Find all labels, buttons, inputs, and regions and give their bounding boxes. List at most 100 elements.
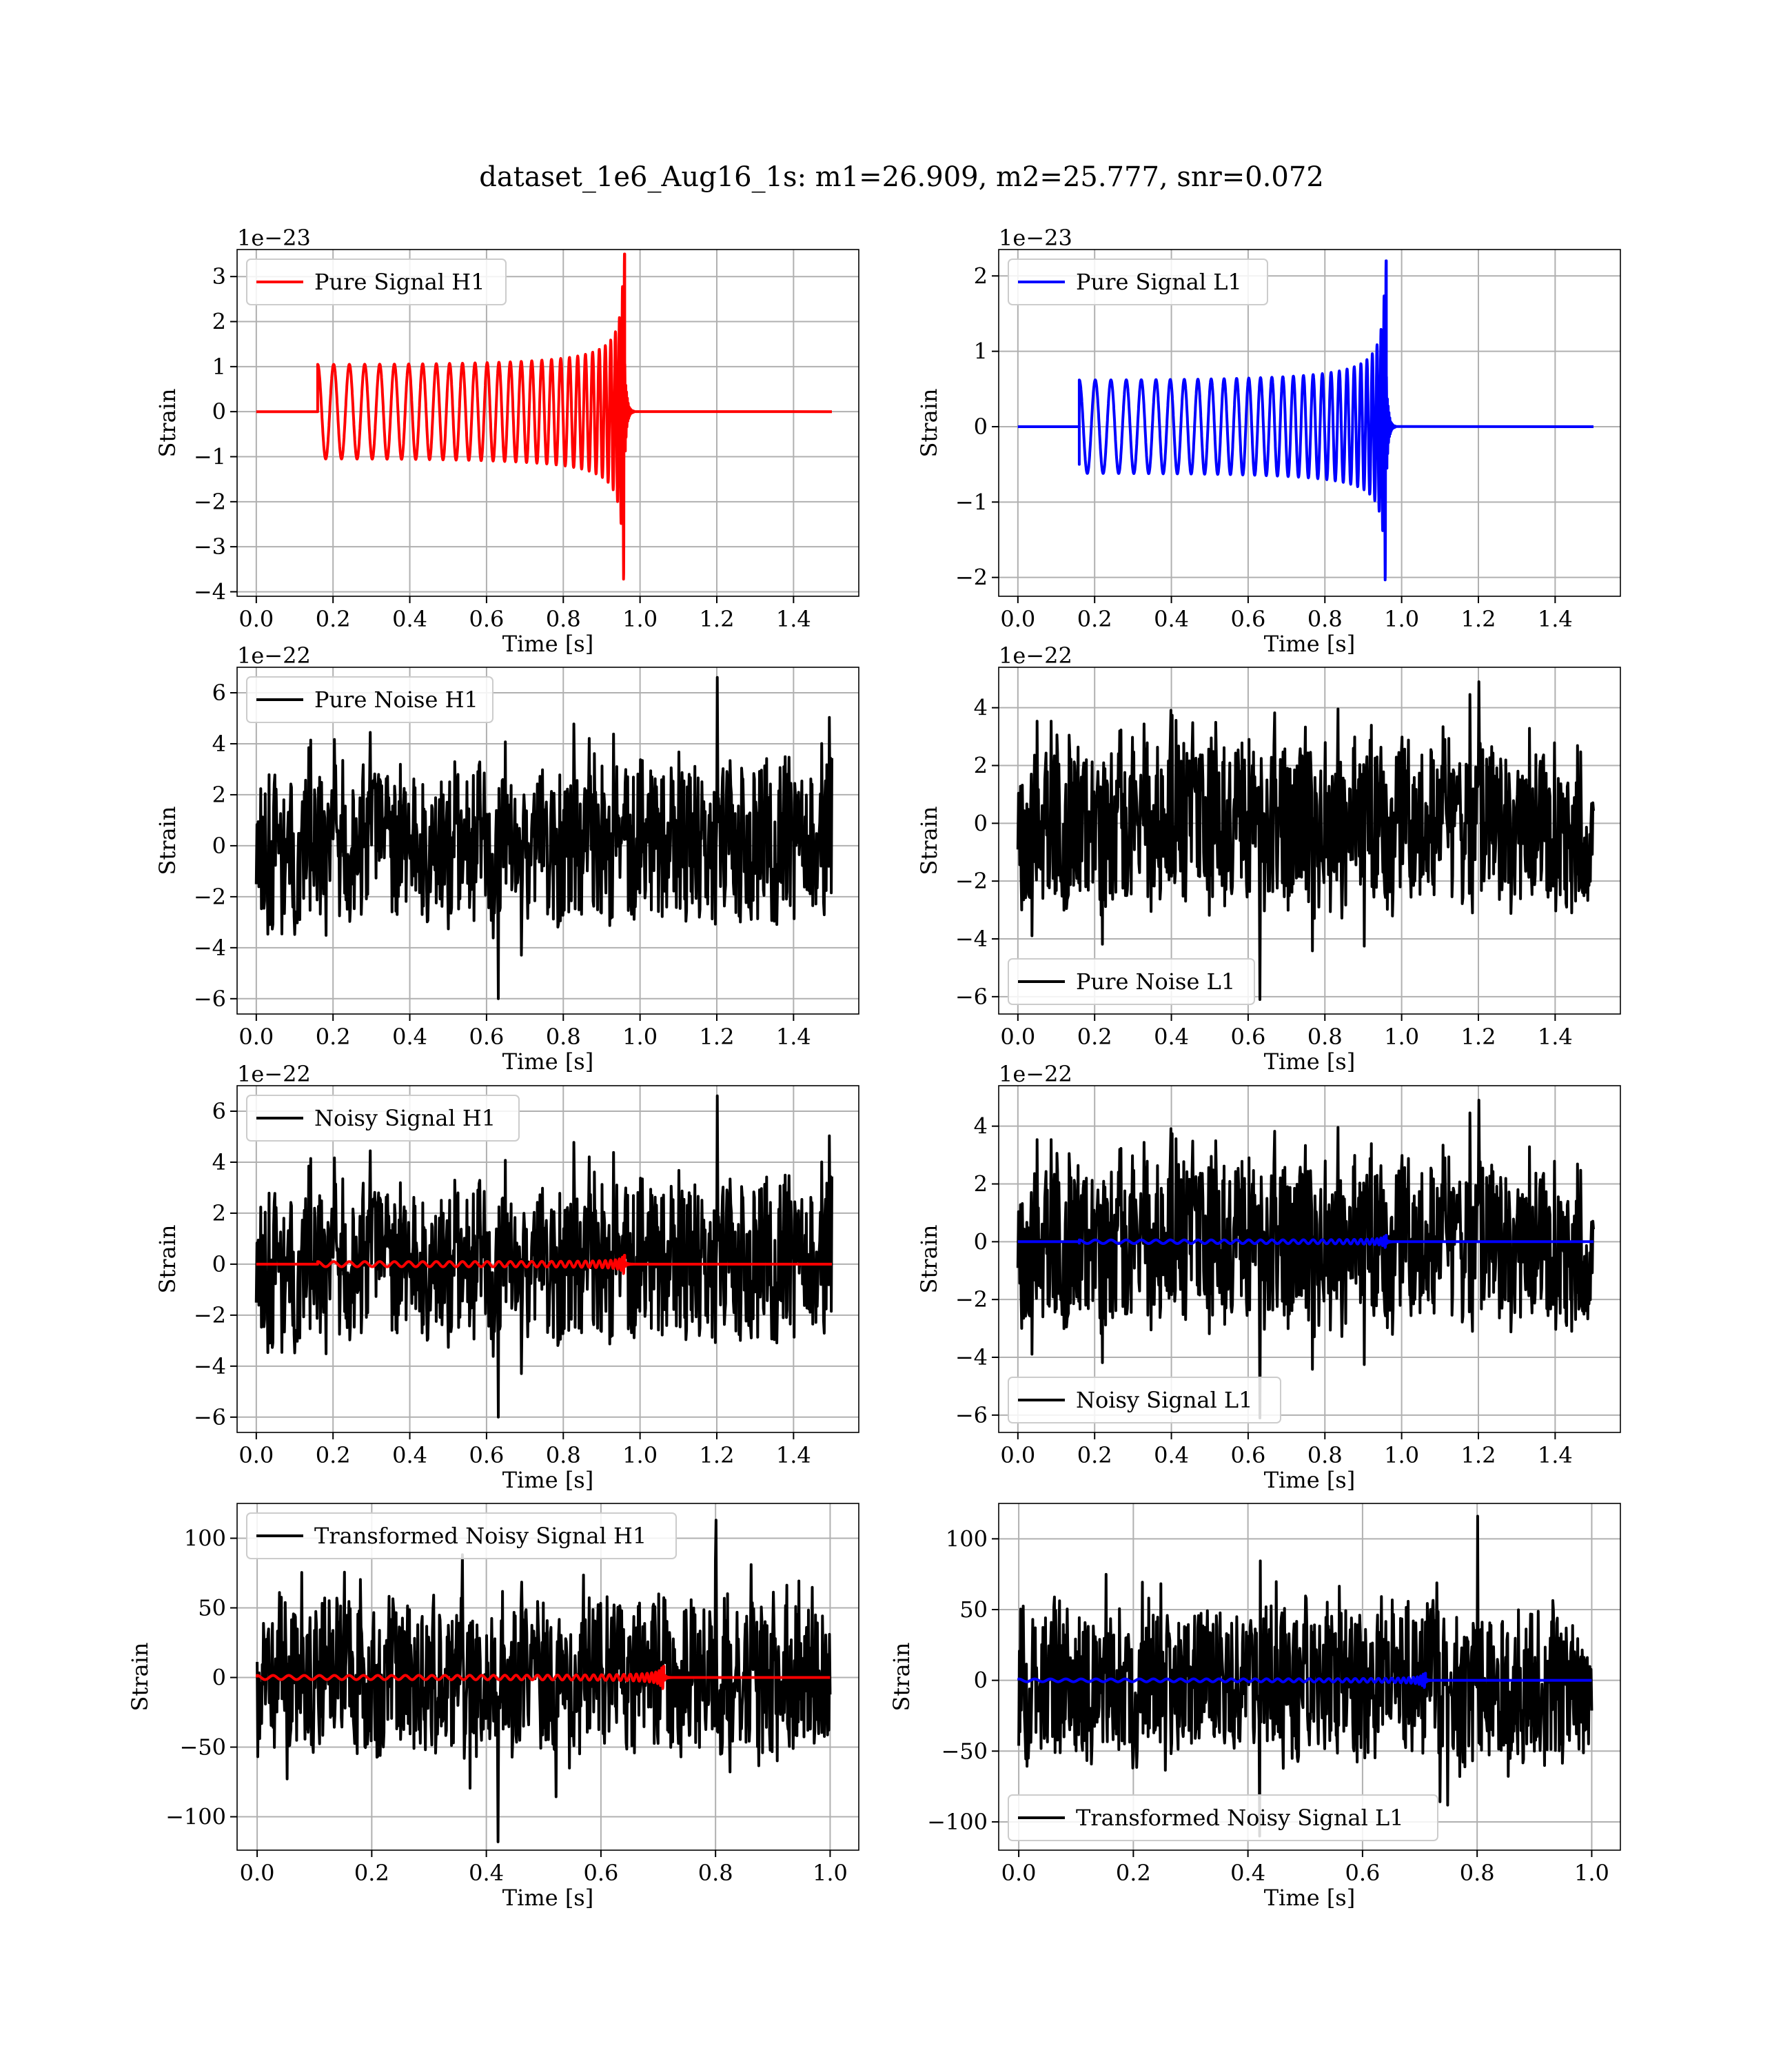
x-tick-label: 0.0: [238, 1442, 274, 1468]
x-tick-label: 1.2: [1461, 606, 1496, 632]
x-axis: 0.0 0.2 0.4 0.6 0.8 1.0: [240, 1850, 848, 1886]
legend-box: [246, 676, 493, 723]
y-tick-label: 0: [212, 1251, 226, 1277]
x-tick-label: 0.4: [1154, 606, 1189, 632]
x-tick-label: 0.8: [546, 606, 581, 632]
y-tick-label: 0: [212, 1665, 226, 1691]
y-tick-label: −6: [194, 986, 226, 1012]
y-tick-label: −4: [955, 926, 988, 952]
offset-label: 1e−23: [237, 225, 311, 251]
x-tick-label: 1.4: [1538, 606, 1573, 632]
subplot: 0.0 0.2 0.4 0.6 0.8 1.0 1.2 1.4 −6 −4 −2 0 2 4 6 Time […: [154, 1061, 859, 1493]
subplot: 0.0 0.2 0.4 0.6 0.8 1.0 1.2 1.4 −6 −4 −2 0 2 4 Time [s…: [916, 1061, 1621, 1493]
x-axis-label: Time [s]: [1264, 1467, 1355, 1493]
y-tick-label: −50: [941, 1738, 988, 1764]
y-tick-label: −4: [955, 1344, 988, 1370]
x-tick-label: 0.2: [1077, 1442, 1112, 1468]
x-tick-label: 1.2: [1461, 1024, 1496, 1050]
axes-frame: [236, 1085, 859, 1433]
x-tick-label: 0.4: [1154, 1442, 1189, 1468]
y-axis-label: Strain: [916, 807, 942, 875]
y-tick-label: 2: [974, 753, 988, 779]
x-tick-label: 0.6: [1230, 1442, 1265, 1468]
x-tick-label: 1.4: [1538, 1024, 1573, 1050]
x-tick-label: 1.4: [1538, 1442, 1573, 1468]
x-tick-label: 1.0: [1574, 1860, 1609, 1886]
series-group: [1017, 259, 1594, 582]
y-tick-label: −6: [194, 1404, 226, 1430]
x-tick-label: 0.6: [469, 606, 504, 632]
y-tick-label: 0: [974, 810, 988, 836]
x-tick-label: 0.0: [1001, 1860, 1037, 1886]
x-tick-label: 0.6: [1345, 1860, 1380, 1886]
x-axis: 0.0 0.2 0.4 0.6 0.8 1.0 1.2 1.4: [238, 1014, 811, 1050]
subplot: 0.0 0.2 0.4 0.6 0.8 1.0 1.2 1.4 −6 −4 −2 0 2 4 6 Time […: [154, 642, 859, 1075]
x-tick-label: 0.8: [1460, 1860, 1495, 1886]
x-tick-label: 0.6: [1230, 1024, 1265, 1050]
y-axis: −6 −4 −2 0 2 4: [955, 1113, 999, 1428]
series-group: [1016, 680, 1595, 1001]
y-tick-label: 0: [212, 833, 226, 859]
y-tick-label: −2: [194, 884, 226, 910]
x-tick-label: 0.8: [1307, 606, 1343, 632]
y-axis-label: Strain: [916, 1225, 942, 1294]
y-tick-label: −100: [165, 1804, 226, 1830]
legend-label: Noisy Signal L1: [1076, 1387, 1253, 1413]
y-tick-label: 1: [212, 354, 226, 380]
axes-frame: [236, 249, 859, 597]
y-tick-label: −1: [955, 489, 988, 515]
x-tick-label: 0.2: [354, 1860, 389, 1886]
axes-frame: [998, 249, 1621, 597]
y-axis: −2 −1 0 1 2: [955, 263, 999, 591]
series-line-0: [1017, 1514, 1594, 1838]
series-line-0: [256, 1519, 832, 1843]
x-tick-label: 0.8: [698, 1860, 733, 1886]
series-line-0: [254, 676, 833, 1000]
y-tick-label: 6: [212, 680, 226, 706]
y-tick-label: 4: [212, 1149, 226, 1175]
y-axis-label: Strain: [127, 1643, 153, 1712]
x-axis: 0.0 0.2 0.4 0.6 0.8 1.0 1.2 1.4: [1000, 596, 1573, 632]
x-axis-label: Time [s]: [502, 1048, 593, 1075]
subplot: 0.0 0.2 0.4 0.6 0.8 1.0 −100 −50 0 50 100 Time [s] S…: [127, 1503, 859, 1911]
y-tick-label: 2: [974, 1171, 988, 1197]
y-tick-label: −4: [194, 578, 226, 605]
x-tick-label: 1.2: [700, 1442, 735, 1468]
legend: Transformed Noisy Signal L1: [1008, 1794, 1438, 1841]
y-tick-label: 100: [184, 1525, 226, 1552]
y-tick-label: −2: [194, 489, 226, 515]
x-tick-label: 0.0: [1000, 1024, 1035, 1050]
legend: Noisy Signal L1: [1008, 1377, 1281, 1423]
figure-title: dataset_1e6_Aug16_1s: m1=26.909, m2=25.7…: [479, 161, 1324, 193]
series-line-0: [256, 252, 833, 581]
x-tick-label: 0.6: [469, 1024, 504, 1050]
x-axis: 0.0 0.2 0.4 0.6 0.8 1.0 1.2 1.4: [238, 1432, 811, 1468]
series-group: [254, 676, 833, 1000]
legend-label: Pure Noise L1: [1076, 969, 1235, 995]
x-axis-label: Time [s]: [1264, 1048, 1355, 1075]
x-tick-label: 1.0: [622, 606, 658, 632]
y-tick-label: 2: [212, 1200, 226, 1226]
series-line-0: [1016, 680, 1595, 1001]
y-tick-label: −4: [194, 1353, 226, 1379]
axes-frame: [236, 1503, 859, 1851]
offset-label: 1e−23: [999, 225, 1072, 251]
x-tick-label: 0.6: [1230, 606, 1265, 632]
subplot: 0.0 0.2 0.4 0.6 0.8 1.0 1.2 1.4 −4 −3 −2 −1 0 1 2 3 Time…: [154, 225, 859, 657]
legend: Pure Noise L1: [1008, 958, 1255, 1005]
y-tick-label: −6: [955, 984, 988, 1010]
x-tick-label: 0.4: [392, 1442, 427, 1468]
y-tick-label: 0: [974, 1228, 988, 1255]
x-tick-label: 0.8: [546, 1442, 581, 1468]
legend: Pure Noise H1: [246, 676, 493, 723]
x-tick-label: 0.2: [1077, 606, 1112, 632]
x-tick-label: 1.2: [700, 606, 735, 632]
x-axis: 0.0 0.2 0.4 0.6 0.8 1.0 1.2 1.4: [238, 596, 811, 632]
series-group: [1016, 1099, 1595, 1419]
legend-label: Pure Noise H1: [314, 687, 478, 713]
x-tick-label: 0.2: [316, 606, 351, 632]
x-tick-label: 1.2: [700, 1024, 735, 1050]
x-tick-label: 1.0: [1384, 1442, 1419, 1468]
y-tick-label: −1: [194, 443, 226, 469]
x-tick-label: 1.4: [776, 1442, 811, 1468]
